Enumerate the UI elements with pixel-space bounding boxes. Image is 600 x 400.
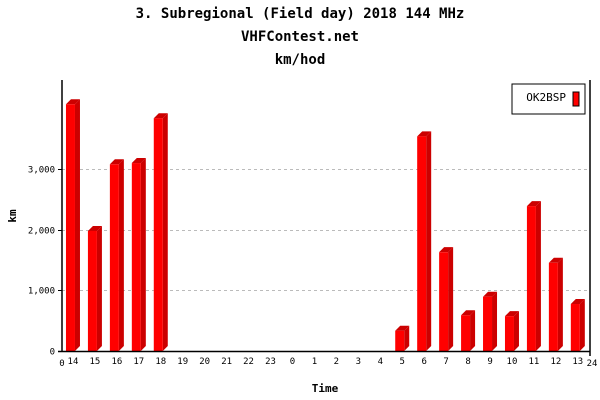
bar	[570, 299, 585, 351]
bar-front	[548, 262, 558, 351]
bar-top	[461, 310, 476, 316]
x-tick-label: 12	[550, 357, 561, 367]
y-tick-label: 3,000	[28, 166, 55, 176]
x-tick-label: 14	[68, 357, 79, 367]
bar-top	[131, 158, 146, 164]
bar	[109, 159, 124, 351]
bar-side	[492, 291, 498, 351]
bar-top	[570, 299, 585, 305]
bar-front	[461, 315, 471, 351]
bar-top	[87, 225, 102, 231]
bar-side	[426, 131, 432, 351]
x-tick-label: 11	[529, 357, 540, 367]
bar-side	[579, 299, 585, 351]
legend-label: OK2BSP	[526, 91, 566, 104]
y-tick-label: 0	[50, 348, 55, 358]
x-tick-label: 8	[465, 357, 470, 367]
x-tick-label: 22	[243, 357, 254, 367]
gridlines	[62, 169, 590, 291]
bar	[483, 291, 498, 351]
bar-top	[65, 99, 80, 105]
bar-front	[109, 164, 119, 351]
bar-side	[162, 113, 168, 351]
y-ticks: 0 1,000 2,000 3,000	[28, 166, 62, 358]
x-tick-label: 23	[265, 357, 276, 367]
x-tick-label: 7	[443, 357, 448, 367]
x-tick-label: 9	[487, 357, 492, 367]
bar	[526, 201, 541, 351]
bar-front	[526, 206, 536, 351]
bar-side	[535, 201, 541, 351]
x-tick-label: 6	[421, 357, 426, 367]
bar-front	[439, 252, 449, 351]
bar-front	[483, 296, 493, 351]
bar-top	[395, 325, 410, 331]
bar-top	[483, 291, 498, 297]
bar-top	[417, 131, 432, 137]
x-tick-label: 21	[221, 357, 232, 367]
bar-side	[96, 225, 102, 351]
bar-top	[439, 247, 454, 253]
x-tick-label: 2	[334, 357, 339, 367]
bar-side	[404, 325, 410, 351]
bar-front	[131, 163, 141, 351]
chart-title: 3. Subregional (Field day) 2018 144 MHz	[136, 6, 465, 22]
bar	[417, 131, 432, 351]
bar-side	[557, 257, 563, 351]
x-tick-label: 0	[290, 357, 295, 367]
bar-top	[504, 311, 519, 317]
x-tick-label: 3	[356, 357, 361, 367]
bar-front	[65, 104, 75, 352]
bar-front	[417, 136, 427, 351]
x-tick-label: 13	[572, 357, 583, 367]
bars	[65, 99, 585, 352]
chart-subtitle: VHFContest.net	[241, 29, 359, 45]
x-tick-label: 20	[199, 357, 210, 367]
x-tick-label: 4	[378, 357, 383, 367]
chart-subtitle-units: km/hod	[275, 52, 326, 68]
bar-front	[570, 304, 580, 351]
y-axis-label: km	[6, 209, 19, 223]
bar-top	[548, 257, 563, 263]
x-range-end: 24	[587, 359, 598, 369]
bar	[548, 257, 563, 351]
bar	[504, 311, 519, 351]
x-axis-label: Time	[312, 382, 339, 395]
x-tick-label: 17	[133, 357, 144, 367]
x-tick-label: 10	[507, 357, 518, 367]
y-tick-label: 1,000	[28, 287, 55, 297]
x-ticks: 14 15 16 17 18 19 20 21 22 23 0 1 2 3 4 5 6 7 8 9 10 11 12 13	[68, 357, 584, 367]
bar	[65, 99, 80, 352]
legend: OK2BSP	[511, 83, 586, 115]
x-tick-label: 15	[90, 357, 101, 367]
bar	[153, 113, 168, 351]
bar	[131, 158, 146, 351]
bar-top	[153, 113, 168, 119]
x-tick-label: 5	[400, 357, 405, 367]
legend-swatch	[572, 91, 580, 107]
bar-top	[526, 201, 541, 207]
bar	[395, 325, 410, 351]
x-range-start: 0	[59, 359, 64, 369]
x-tick-label: 1	[312, 357, 317, 367]
bar-front	[504, 316, 514, 351]
bar-side	[448, 247, 454, 351]
bar	[461, 310, 476, 351]
bar-side	[140, 158, 146, 351]
bar-side	[470, 310, 476, 351]
bar-front	[153, 118, 163, 351]
bar-front	[395, 330, 405, 351]
x-tick-label: 18	[155, 357, 166, 367]
bar-front	[87, 230, 97, 351]
bar	[439, 247, 454, 351]
bar	[87, 225, 102, 351]
x-tick-label: 16	[111, 357, 122, 367]
bar-top	[109, 159, 124, 165]
x-tick-label: 19	[177, 357, 188, 367]
bar-side	[118, 159, 124, 351]
bar-side	[513, 311, 519, 351]
bar-side	[74, 99, 80, 352]
y-tick-label: 2,000	[28, 227, 55, 237]
